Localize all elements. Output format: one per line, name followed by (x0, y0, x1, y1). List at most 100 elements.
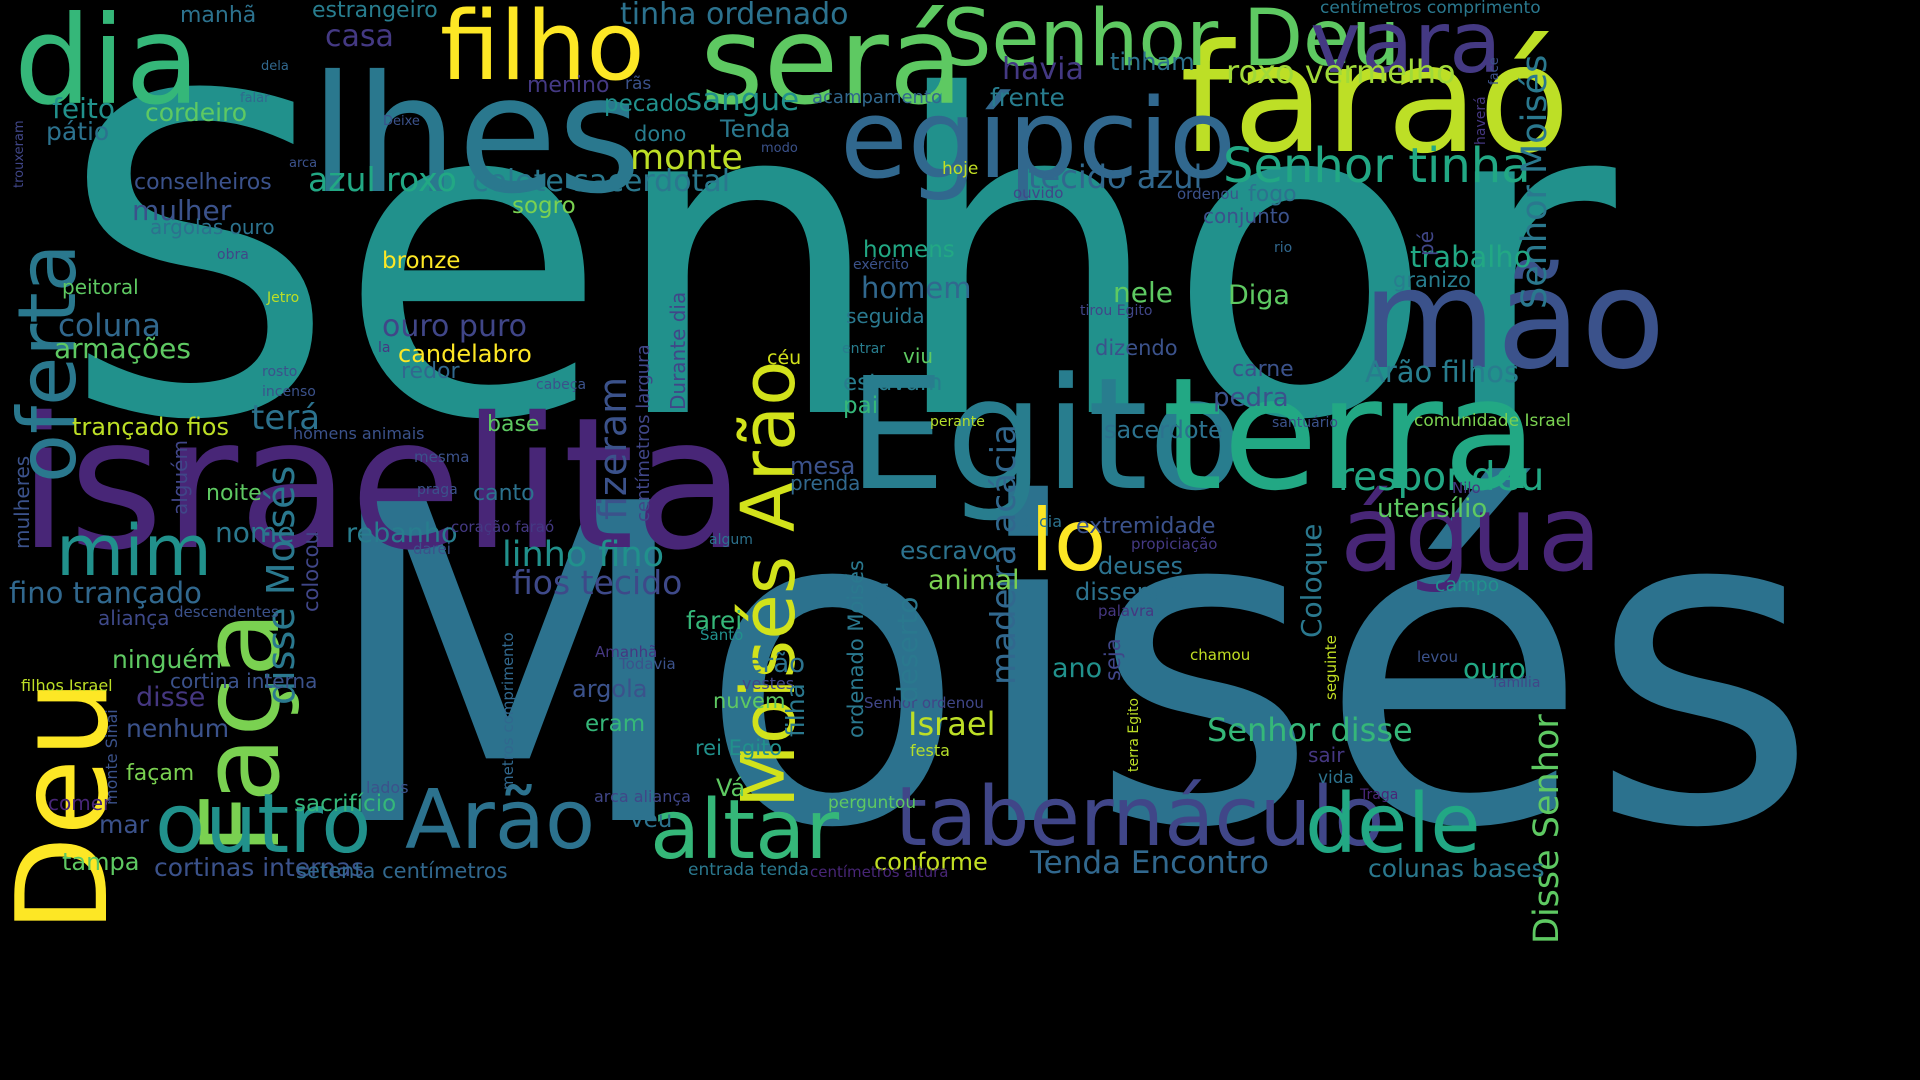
word-51: Tenda (720, 115, 791, 143)
word-42: rãs (625, 74, 652, 94)
word-145: Amanhã (595, 643, 658, 661)
word-5: lhes (310, 42, 642, 230)
word-112: ouro (1463, 652, 1526, 685)
word-75: candelabro (398, 340, 532, 368)
word-153: coração faraó (451, 518, 555, 536)
word-93: canto (473, 481, 535, 506)
word-196: seja (1101, 638, 1125, 681)
word-56: tecido azul (1028, 158, 1203, 196)
word-198: terra Egito (1126, 697, 1142, 772)
word-78: viu (903, 344, 934, 368)
word-23: tabernáculo (895, 770, 1385, 865)
word-66: peitoral (62, 275, 139, 299)
word-185: pé (1414, 231, 1438, 256)
word-188: colocou (299, 531, 323, 612)
word-118: eram (585, 711, 646, 737)
word-74: armações (54, 332, 191, 365)
word-99: escravo (900, 536, 998, 565)
word-142: monte Sinai (102, 709, 121, 805)
word-50: dono (634, 122, 687, 146)
word-70: coluna (58, 308, 161, 344)
word-62: conjunto (1203, 204, 1290, 228)
word-10: Senhor Deu (942, 0, 1401, 84)
word-121: rei Egito (695, 736, 783, 760)
word-161: homens animais (293, 424, 425, 443)
word-91: prenda (790, 471, 861, 495)
word-178: arca (289, 156, 318, 171)
word-49: pátio (46, 117, 110, 146)
word-157: propiciação (1131, 535, 1218, 553)
word-107: campo (1435, 574, 1500, 596)
word-150: família (1493, 675, 1541, 691)
word-28: fizeram (591, 376, 635, 520)
word-96: nome (215, 516, 295, 549)
word-7: faraó (1180, 13, 1571, 187)
word-136: entrada tenda (688, 860, 810, 880)
word-119: Senhor disse (1207, 711, 1413, 749)
word-163: santuário (1272, 415, 1338, 431)
word-106: farei (686, 606, 743, 635)
word-90: mesa (790, 452, 856, 480)
word-18: mim (56, 510, 212, 592)
word-155: algum (709, 532, 753, 548)
word-0: Senhor (58, 4, 1616, 516)
word-1: Moisés (318, 412, 1819, 924)
word-139: lados (366, 778, 409, 797)
word-167: rosto (262, 364, 298, 380)
word-17: água (1340, 473, 1602, 595)
word-149: levou (1417, 648, 1458, 666)
word-100: deuses (1098, 552, 1183, 580)
word-115: nuvem (713, 689, 786, 713)
word-102: animal (928, 565, 1020, 596)
word-24: dele (1305, 777, 1481, 872)
word-140: arca aliança (594, 787, 691, 806)
word-77: redor (401, 359, 460, 384)
word-69: granizo (1393, 268, 1471, 292)
word-186: mulheres (10, 455, 34, 549)
word-9: filho (440, 0, 645, 102)
word-128: véu (630, 807, 673, 833)
word-154: darei (413, 540, 451, 558)
word-182: trouxeram (12, 120, 27, 188)
word-98: linho fino (502, 535, 664, 575)
word-63: bronze (382, 248, 461, 274)
word-172: exército (853, 257, 909, 273)
word-82: estavam (843, 370, 943, 396)
word-166: cabeça (536, 377, 587, 393)
word-160: praga (417, 482, 458, 498)
word-3: Egito (848, 344, 1243, 525)
word-132: Tenda Encontro (1030, 845, 1269, 881)
word-59: mulher (132, 194, 232, 227)
word-2: israelita (18, 378, 746, 590)
word-84: terá (251, 398, 321, 438)
word-170: tirou Egito (1080, 303, 1153, 319)
word-55: colete sacerdotal (472, 164, 731, 199)
word-79: céu (767, 347, 802, 369)
word-187: alguém (168, 440, 192, 515)
word-164: Nilo (1452, 479, 1481, 497)
word-103: disseram (1075, 578, 1185, 606)
word-148: chamou (1190, 646, 1251, 664)
word-122: festa (910, 741, 950, 760)
word-138: comer (48, 791, 112, 815)
word-64: homens (863, 237, 955, 263)
word-68: nele (1113, 276, 1173, 309)
word-72: Diga (1228, 280, 1290, 311)
word-151: Senhor ordenou (864, 694, 984, 712)
word-32: Disse Senhor (1527, 714, 1567, 944)
word-135: setenta centímetros (296, 859, 508, 883)
word-152: descendentes (174, 603, 279, 621)
word-86: trançado fios (72, 413, 229, 441)
word-80: carne (1232, 357, 1294, 382)
word-158: palavra (1098, 602, 1155, 620)
word-137: centímetros altura (810, 863, 949, 881)
word-181: Deixe (383, 114, 420, 129)
word-147: vestes (742, 674, 795, 693)
word-177: modo (761, 141, 798, 156)
word-194: filha (781, 683, 810, 737)
word-110: serão (733, 649, 806, 679)
word-109: cortina interna (170, 669, 318, 693)
word-57: fogo (1248, 182, 1297, 207)
word-162: perante (930, 414, 985, 430)
word-34: casa (325, 19, 394, 54)
